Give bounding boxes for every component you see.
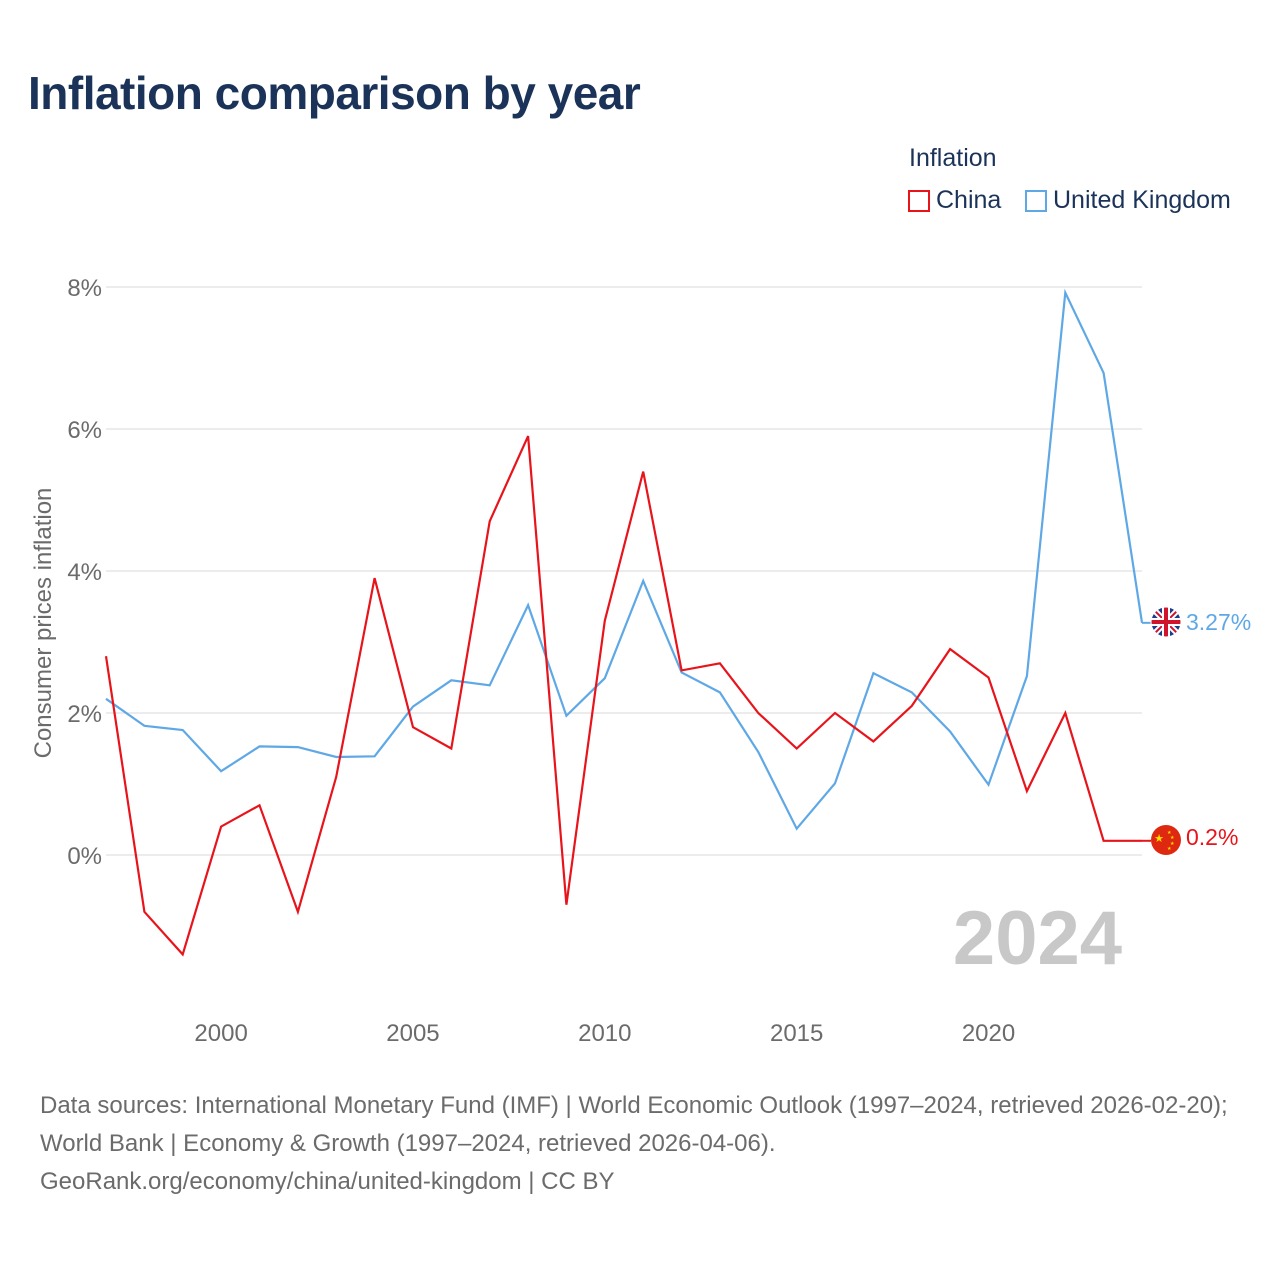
x-tick-label: 2010 bbox=[578, 1020, 631, 1047]
legend-label-china: China bbox=[936, 186, 1002, 214]
inflation-line-chart: 0% 2% 4% 6% 8% 2000 2005 2010 2015 2020 Consumer… bbox=[30, 275, 1251, 1047]
x-tick-label: 2015 bbox=[770, 1020, 823, 1047]
chart-title: Inflation comparison by year bbox=[28, 67, 641, 119]
end-label-united-kingdom: 3.27% bbox=[1186, 609, 1251, 635]
x-tick-label: 2005 bbox=[386, 1020, 439, 1047]
y-tick-label: 8% bbox=[67, 275, 102, 302]
y-tick-label: 0% bbox=[67, 843, 102, 870]
x-axis-ticks: 2000 2005 2010 2015 2020 bbox=[194, 1020, 1015, 1047]
series-lines bbox=[104, 288, 1151, 957]
legend-label-united-kingdom: United Kingdom bbox=[1053, 186, 1231, 214]
uk-flag-icon bbox=[1151, 607, 1181, 637]
y-axis-ticks: 0% 2% 4% 6% 8% bbox=[67, 275, 102, 870]
legend-swatch-china bbox=[908, 189, 930, 212]
sources-link[interactable]: GeoRank.org/economy/china/united-kingdom… bbox=[40, 1168, 615, 1195]
sources-citation: Data sources: International Monetary Fun… bbox=[40, 1092, 1228, 1157]
y-tick-label: 6% bbox=[67, 417, 102, 444]
svg-text:★: ★ bbox=[1170, 835, 1175, 841]
end-label-china: 0.2% bbox=[1186, 824, 1238, 850]
svg-text:★: ★ bbox=[1167, 830, 1172, 836]
china-flag-icon: ★ ★ ★ ★ ★ bbox=[1151, 825, 1181, 855]
series-line-united-kingdom[interactable] bbox=[105, 288, 1144, 831]
series-line-china[interactable] bbox=[104, 435, 1142, 957]
svg-text:★: ★ bbox=[1154, 832, 1164, 845]
year-watermark: 2024 bbox=[953, 896, 1122, 981]
svg-text:★: ★ bbox=[1170, 841, 1175, 847]
grid-lines bbox=[106, 286, 1142, 856]
x-tick-label: 2000 bbox=[194, 1020, 247, 1047]
legend-swatch-united-kingdom bbox=[1025, 189, 1047, 212]
y-axis-label: Consumer prices inflation bbox=[30, 488, 57, 759]
y-tick-label: 2% bbox=[67, 701, 102, 728]
legend-item-united-kingdom[interactable]: United Kingdom bbox=[1025, 186, 1231, 215]
x-tick-label: 2020 bbox=[962, 1020, 1015, 1047]
svg-text:★: ★ bbox=[1167, 846, 1172, 852]
legend-item-china[interactable]: China bbox=[908, 186, 1001, 215]
legend-title: Inflation bbox=[909, 144, 997, 172]
data-sources: Data sources: International Monetary Fun… bbox=[40, 1087, 1250, 1201]
y-tick-label: 4% bbox=[67, 559, 102, 586]
